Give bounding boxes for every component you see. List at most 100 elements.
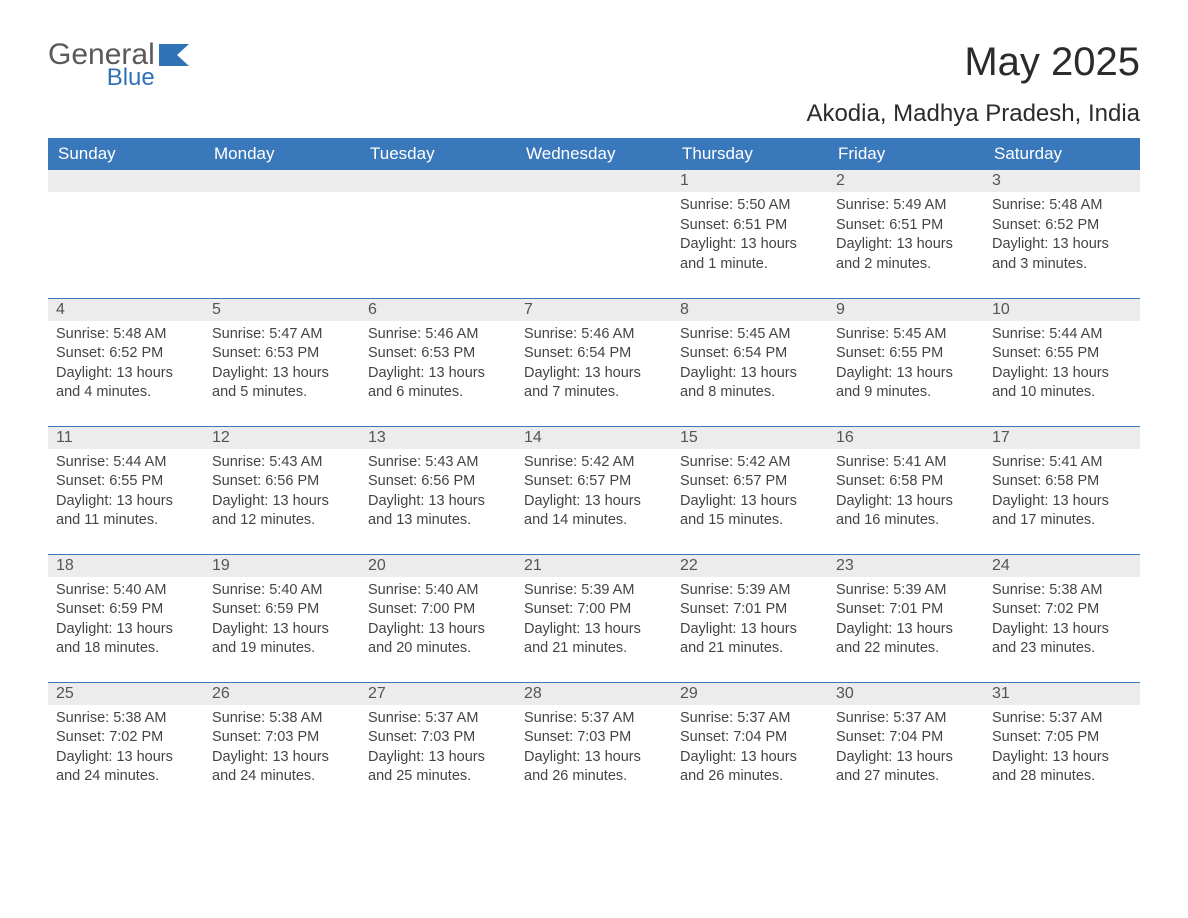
day-number: 24 xyxy=(984,555,1140,577)
calendar-cell: 5Sunrise: 5:47 AMSunset: 6:53 PMDaylight… xyxy=(204,298,360,426)
sunset-text: Sunset: 6:58 PM xyxy=(992,472,1132,492)
day-body: Sunrise: 5:39 AMSunset: 7:01 PMDaylight:… xyxy=(828,577,984,665)
sunset-text: Sunset: 7:03 PM xyxy=(524,728,664,748)
calendar-cell xyxy=(204,170,360,298)
day1-text: Daylight: 13 hours xyxy=(56,748,196,768)
day-body: Sunrise: 5:44 AMSunset: 6:55 PMDaylight:… xyxy=(984,321,1140,409)
calendar-cell: 19Sunrise: 5:40 AMSunset: 6:59 PMDayligh… xyxy=(204,554,360,682)
day-body: Sunrise: 5:37 AMSunset: 7:03 PMDaylight:… xyxy=(516,705,672,793)
day2-text: and 27 minutes. xyxy=(836,767,976,787)
day1-text: Daylight: 13 hours xyxy=(992,620,1132,640)
sunset-text: Sunset: 6:55 PM xyxy=(992,344,1132,364)
sunrise-text: Sunrise: 5:46 AM xyxy=(368,325,508,345)
sunset-text: Sunset: 6:51 PM xyxy=(680,216,820,236)
calendar-cell: 3Sunrise: 5:48 AMSunset: 6:52 PMDaylight… xyxy=(984,170,1140,298)
sunrise-text: Sunrise: 5:45 AM xyxy=(836,325,976,345)
sunrise-text: Sunrise: 5:38 AM xyxy=(56,709,196,729)
day-number: 1 xyxy=(672,170,828,192)
day-body: Sunrise: 5:47 AMSunset: 6:53 PMDaylight:… xyxy=(204,321,360,409)
day-number: 19 xyxy=(204,555,360,577)
sunrise-text: Sunrise: 5:39 AM xyxy=(836,581,976,601)
calendar-cell: 18Sunrise: 5:40 AMSunset: 6:59 PMDayligh… xyxy=(48,554,204,682)
day-body: Sunrise: 5:46 AMSunset: 6:54 PMDaylight:… xyxy=(516,321,672,409)
day-number: 14 xyxy=(516,427,672,449)
dayheader-friday: Friday xyxy=(828,138,984,170)
day1-text: Daylight: 13 hours xyxy=(836,620,976,640)
calendar-cell xyxy=(516,170,672,298)
sunrise-text: Sunrise: 5:37 AM xyxy=(680,709,820,729)
sunset-text: Sunset: 6:52 PM xyxy=(992,216,1132,236)
day1-text: Daylight: 13 hours xyxy=(836,748,976,768)
sunset-text: Sunset: 6:56 PM xyxy=(212,472,352,492)
day-number: 23 xyxy=(828,555,984,577)
day1-text: Daylight: 13 hours xyxy=(56,492,196,512)
sunrise-text: Sunrise: 5:37 AM xyxy=(836,709,976,729)
day-body: Sunrise: 5:38 AMSunset: 7:02 PMDaylight:… xyxy=(984,577,1140,665)
calendar-cell: 30Sunrise: 5:37 AMSunset: 7:04 PMDayligh… xyxy=(828,682,984,810)
calendar-cell: 16Sunrise: 5:41 AMSunset: 6:58 PMDayligh… xyxy=(828,426,984,554)
day2-text: and 21 minutes. xyxy=(680,639,820,659)
location-label: Akodia, Madhya Pradesh, India xyxy=(48,100,1140,128)
sunrise-text: Sunrise: 5:46 AM xyxy=(524,325,664,345)
day-number: 10 xyxy=(984,299,1140,321)
sunset-text: Sunset: 6:53 PM xyxy=(212,344,352,364)
calendar-cell: 11Sunrise: 5:44 AMSunset: 6:55 PMDayligh… xyxy=(48,426,204,554)
sunrise-text: Sunrise: 5:49 AM xyxy=(836,196,976,216)
day-body: Sunrise: 5:38 AMSunset: 7:02 PMDaylight:… xyxy=(48,705,204,793)
sunset-text: Sunset: 6:52 PM xyxy=(56,344,196,364)
day1-text: Daylight: 13 hours xyxy=(524,748,664,768)
day2-text: and 18 minutes. xyxy=(56,639,196,659)
day1-text: Daylight: 13 hours xyxy=(524,620,664,640)
sunset-text: Sunset: 6:57 PM xyxy=(680,472,820,492)
sunrise-text: Sunrise: 5:41 AM xyxy=(992,453,1132,473)
day-body: Sunrise: 5:37 AMSunset: 7:04 PMDaylight:… xyxy=(828,705,984,793)
calendar-cell: 13Sunrise: 5:43 AMSunset: 6:56 PMDayligh… xyxy=(360,426,516,554)
day-body: Sunrise: 5:42 AMSunset: 6:57 PMDaylight:… xyxy=(672,449,828,537)
day-number: 21 xyxy=(516,555,672,577)
sunset-text: Sunset: 6:58 PM xyxy=(836,472,976,492)
day-number: 28 xyxy=(516,683,672,705)
day-number: 30 xyxy=(828,683,984,705)
week-row: 18Sunrise: 5:40 AMSunset: 6:59 PMDayligh… xyxy=(48,554,1140,682)
day-number: 13 xyxy=(360,427,516,449)
calendar-cell: 4Sunrise: 5:48 AMSunset: 6:52 PMDaylight… xyxy=(48,298,204,426)
calendar-cell: 21Sunrise: 5:39 AMSunset: 7:00 PMDayligh… xyxy=(516,554,672,682)
day2-text: and 5 minutes. xyxy=(212,383,352,403)
day-number: 26 xyxy=(204,683,360,705)
sunrise-text: Sunrise: 5:44 AM xyxy=(56,453,196,473)
sunrise-text: Sunrise: 5:48 AM xyxy=(56,325,196,345)
day2-text: and 12 minutes. xyxy=(212,511,352,531)
day1-text: Daylight: 13 hours xyxy=(680,748,820,768)
dayheader-sunday: Sunday xyxy=(48,138,204,170)
day1-text: Daylight: 13 hours xyxy=(680,620,820,640)
day2-text: and 1 minute. xyxy=(680,255,820,275)
day2-text: and 15 minutes. xyxy=(680,511,820,531)
sunset-text: Sunset: 7:03 PM xyxy=(368,728,508,748)
day1-text: Daylight: 13 hours xyxy=(680,364,820,384)
calendar-cell: 27Sunrise: 5:37 AMSunset: 7:03 PMDayligh… xyxy=(360,682,516,810)
sunset-text: Sunset: 7:05 PM xyxy=(992,728,1132,748)
day2-text: and 24 minutes. xyxy=(56,767,196,787)
day-number: 9 xyxy=(828,299,984,321)
sunset-text: Sunset: 7:04 PM xyxy=(680,728,820,748)
sunrise-text: Sunrise: 5:43 AM xyxy=(368,453,508,473)
calendar-cell: 26Sunrise: 5:38 AMSunset: 7:03 PMDayligh… xyxy=(204,682,360,810)
week-row: 25Sunrise: 5:38 AMSunset: 7:02 PMDayligh… xyxy=(48,682,1140,810)
sunrise-text: Sunrise: 5:47 AM xyxy=(212,325,352,345)
day1-text: Daylight: 13 hours xyxy=(992,492,1132,512)
day2-text: and 8 minutes. xyxy=(680,383,820,403)
sunset-text: Sunset: 6:54 PM xyxy=(680,344,820,364)
day2-text: and 4 minutes. xyxy=(56,383,196,403)
calendar-cell: 7Sunrise: 5:46 AMSunset: 6:54 PMDaylight… xyxy=(516,298,672,426)
sunrise-text: Sunrise: 5:40 AM xyxy=(56,581,196,601)
day-number: 31 xyxy=(984,683,1140,705)
day1-text: Daylight: 13 hours xyxy=(524,364,664,384)
day1-text: Daylight: 13 hours xyxy=(368,620,508,640)
day1-text: Daylight: 13 hours xyxy=(992,364,1132,384)
day2-text: and 21 minutes. xyxy=(524,639,664,659)
sunset-text: Sunset: 7:00 PM xyxy=(524,600,664,620)
day2-text: and 14 minutes. xyxy=(524,511,664,531)
dayheader-monday: Monday xyxy=(204,138,360,170)
day2-text: and 25 minutes. xyxy=(368,767,508,787)
day-number: 12 xyxy=(204,427,360,449)
